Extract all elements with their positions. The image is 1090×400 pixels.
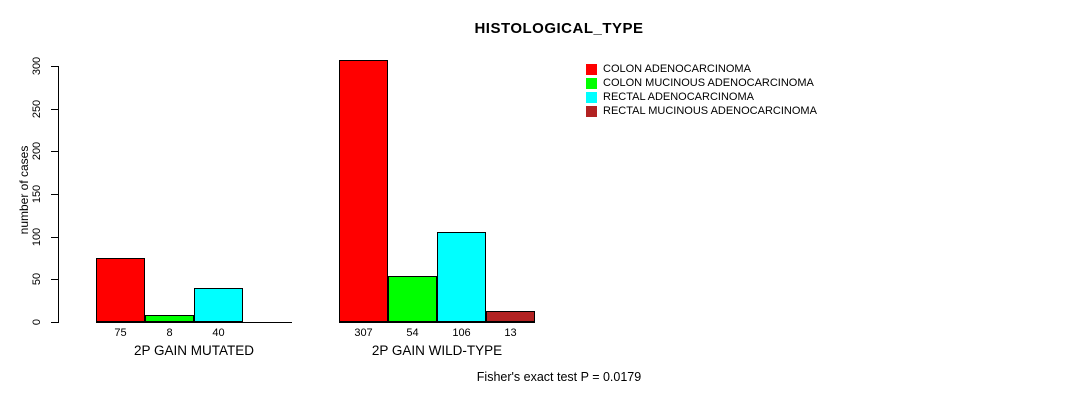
y-tick-label: 100 bbox=[31, 227, 43, 247]
legend-swatch bbox=[586, 78, 597, 89]
y-tick-mark bbox=[51, 66, 59, 67]
y-tick-mark bbox=[51, 151, 59, 152]
x-group-label-wild-type: 2P GAIN WILD-TYPE bbox=[371, 343, 503, 358]
bar-value-label: 106 bbox=[452, 327, 471, 339]
bar bbox=[437, 232, 486, 322]
y-tick-label: 0 bbox=[31, 318, 43, 326]
legend-label: COLON MUCINOUS ADENOCARCINOMA bbox=[603, 77, 814, 89]
bar-value-label: 40 bbox=[212, 327, 225, 339]
legend-row: COLON ADENOCARCINOMA bbox=[586, 64, 817, 75]
x-axis-baseline bbox=[339, 322, 535, 323]
p-value-annotation: Fisher's exact test P = 0.0179 bbox=[476, 370, 642, 384]
y-tick-label: 250 bbox=[31, 99, 43, 119]
y-tick-mark bbox=[51, 194, 59, 195]
y-tick-label: 200 bbox=[31, 141, 43, 161]
bar bbox=[96, 258, 145, 322]
bar-value-label: 13 bbox=[504, 327, 517, 339]
y-tick-mark bbox=[51, 237, 59, 238]
y-tick-label: 50 bbox=[31, 272, 43, 286]
y-tick-mark bbox=[51, 322, 59, 323]
bar bbox=[339, 60, 388, 322]
x-axis-baseline bbox=[96, 322, 292, 323]
y-tick-mark bbox=[51, 279, 59, 280]
legend-row: COLON MUCINOUS ADENOCARCINOMA bbox=[586, 78, 817, 89]
bar-value-label: 8 bbox=[166, 327, 173, 339]
bar bbox=[486, 311, 535, 322]
legend-swatch bbox=[586, 92, 597, 103]
y-tick-label: 150 bbox=[31, 184, 43, 204]
y-axis-title: number of cases bbox=[17, 145, 31, 235]
bar-value-label: 75 bbox=[114, 327, 127, 339]
bar-value-label: 307 bbox=[354, 327, 373, 339]
legend-label: RECTAL ADENOCARCINOMA bbox=[603, 91, 754, 103]
bar bbox=[145, 315, 194, 322]
bar bbox=[194, 288, 243, 322]
legend-label: COLON ADENOCARCINOMA bbox=[603, 63, 751, 75]
bar-value-label: 54 bbox=[406, 327, 419, 339]
legend-label: RECTAL MUCINOUS ADENOCARCINOMA bbox=[603, 105, 817, 117]
y-tick-mark bbox=[51, 109, 59, 110]
legend-row: RECTAL MUCINOUS ADENOCARCINOMA bbox=[586, 106, 817, 117]
y-tick-label: 300 bbox=[31, 56, 43, 76]
legend-swatch bbox=[586, 106, 597, 117]
legend: COLON ADENOCARCINOMA COLON MUCINOUS ADENO… bbox=[586, 64, 817, 120]
legend-row: RECTAL ADENOCARCINOMA bbox=[586, 92, 817, 103]
chart-title: HISTOLOGICAL_TYPE bbox=[474, 20, 644, 37]
legend-swatch bbox=[586, 64, 597, 75]
x-group-label-mutated: 2P GAIN MUTATED bbox=[133, 343, 255, 358]
bar bbox=[388, 276, 437, 322]
